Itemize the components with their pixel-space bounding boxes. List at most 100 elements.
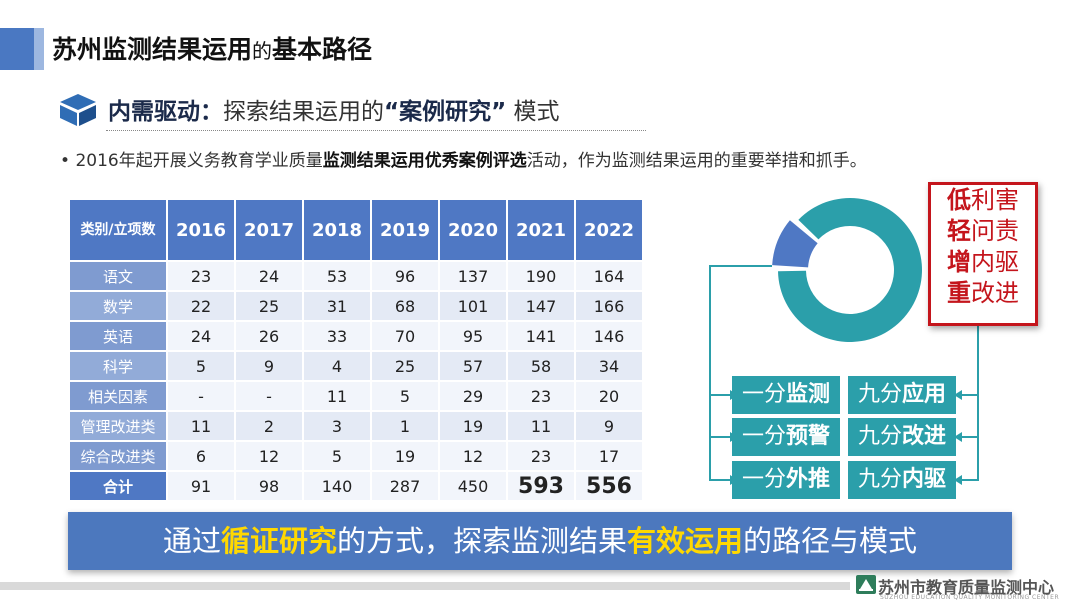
table-corner-header: 类别/立项数: [70, 200, 166, 260]
principle-item: 低利害: [947, 186, 1019, 214]
table-row: 管理改进类 11 2 3 1 19 11 9: [70, 412, 642, 440]
table-cell: 556: [576, 472, 642, 500]
table-cell: 33: [304, 322, 370, 350]
table-cell: 98: [236, 472, 302, 500]
table-cell: 34: [576, 352, 642, 380]
year-header: 2021: [508, 200, 574, 260]
table-cell: 166: [576, 292, 642, 320]
table-cell: 9: [576, 412, 642, 440]
table-cell: 29: [440, 382, 506, 410]
table-cell: 4: [304, 352, 370, 380]
table-cell: 287: [372, 472, 438, 500]
pill-internal-drive: 九分内驱: [848, 461, 956, 499]
table-cell: 593: [508, 472, 574, 500]
subtitle-divider: [106, 130, 646, 131]
year-header: 2020: [440, 200, 506, 260]
table-cell: 5: [304, 442, 370, 470]
table-cell: 11: [304, 382, 370, 410]
table-header-row: 类别/立项数 2016 2017 2018 2019 2020 2021 202…: [70, 200, 642, 260]
donut-large-segment: [778, 198, 922, 342]
table-cell: 6: [168, 442, 234, 470]
table-cell: 22: [168, 292, 234, 320]
footer-bar: [0, 582, 850, 590]
table-cell: 5: [372, 382, 438, 410]
table-cell: 141: [508, 322, 574, 350]
table-cell: 12: [236, 442, 302, 470]
table-cell: 57: [440, 352, 506, 380]
table-cell: -: [236, 382, 302, 410]
table-row: 合计 91 98 140 287 450 593 556: [70, 472, 642, 500]
table-cell: 91: [168, 472, 234, 500]
table-cell: 23: [508, 442, 574, 470]
pill-extrapolate: 一分外推: [732, 461, 840, 499]
principle-item: 增内驱: [947, 248, 1019, 276]
table-cell: 23: [508, 382, 574, 410]
pill-warning: 一分预警: [732, 418, 840, 456]
org-logo-icon: [856, 575, 876, 594]
row-label: 英语: [70, 322, 166, 350]
principle-item: 重改进: [947, 279, 1019, 307]
principles-box: 低利害 轻问责 增内驱 重改进: [928, 182, 1038, 326]
table-cell: 23: [168, 262, 234, 290]
table-cell: 95: [440, 322, 506, 350]
donut-chart: [772, 198, 922, 342]
table-cell: 20: [576, 382, 642, 410]
pill-monitor: 一分监测: [732, 376, 840, 414]
pill-apply: 九分应用: [848, 376, 956, 414]
table-cell: 137: [440, 262, 506, 290]
table-row: 相关因素 - -11 5 29 23 20: [70, 382, 642, 410]
pill-improve: 九分改进: [848, 418, 956, 456]
table-cell: 19: [440, 412, 506, 440]
conclusion-banner: 通过循证研究的方式，探索监测结果有效运用的路径与模式: [68, 512, 1012, 570]
page-title: 苏州监测结果运用的基本路径: [52, 35, 373, 64]
row-label: 数学: [70, 292, 166, 320]
org-name: 苏州市教育质量监测中心: [878, 578, 1055, 597]
table-row: 科学 5 9 4 25 57 58 34: [70, 352, 642, 380]
table-cell: 24: [236, 262, 302, 290]
year-header: 2018: [304, 200, 370, 260]
year-header: 2019: [372, 200, 438, 260]
table-cell: 450: [440, 472, 506, 500]
row-label: 管理改进类: [70, 412, 166, 440]
org-name-en: SUZHOU EDUCATION QUALITY MONITORING CENT…: [880, 594, 1060, 601]
table-cell: 11: [508, 412, 574, 440]
table-cell: 26: [236, 322, 302, 350]
case-count-table: 类别/立项数 2016 2017 2018 2019 2020 2021 202…: [68, 198, 644, 502]
table-cell: 17: [576, 442, 642, 470]
table-row: 数学 22 25 31 68 101 147 166: [70, 292, 642, 320]
table-cell: 5: [168, 352, 234, 380]
table-cell: 70: [372, 322, 438, 350]
donut-small-segment: [772, 220, 818, 268]
section-subtitle: 内需驱动：探索结果运用的“案例研究” 模式: [108, 99, 560, 125]
table-cell: 31: [304, 292, 370, 320]
row-label: 相关因素: [70, 382, 166, 410]
table-cell: 1: [372, 412, 438, 440]
table-cell: 24: [168, 322, 234, 350]
table-cell: 190: [508, 262, 574, 290]
table-cell: 11: [168, 412, 234, 440]
table-cell: 68: [372, 292, 438, 320]
row-label: 语文: [70, 262, 166, 290]
table-cell: 25: [236, 292, 302, 320]
table-row: 语文 23 24 53 96 137 190 164: [70, 262, 642, 290]
year-header: 2016: [168, 200, 234, 260]
title-accent-bar-light: [34, 28, 44, 70]
row-label: 合计: [70, 472, 166, 500]
row-label: 科学: [70, 352, 166, 380]
table-row: 英语 24 26 33 70 95 141 146: [70, 322, 642, 350]
table-cell: 101: [440, 292, 506, 320]
year-header: 2022: [576, 200, 642, 260]
table-cell: 3: [304, 412, 370, 440]
table-cell: 164: [576, 262, 642, 290]
table-cell: 146: [576, 322, 642, 350]
table-cell: -: [168, 382, 234, 410]
table-cell: 58: [508, 352, 574, 380]
table-cell: 96: [372, 262, 438, 290]
table-cell: 140: [304, 472, 370, 500]
table-row: 综合改进类 6 12 5 19 12 23 17: [70, 442, 642, 470]
table-cell: 53: [304, 262, 370, 290]
title-accent-bar: [0, 28, 34, 70]
table-cell: 25: [372, 352, 438, 380]
table-cell: 147: [508, 292, 574, 320]
table-cell: 19: [372, 442, 438, 470]
